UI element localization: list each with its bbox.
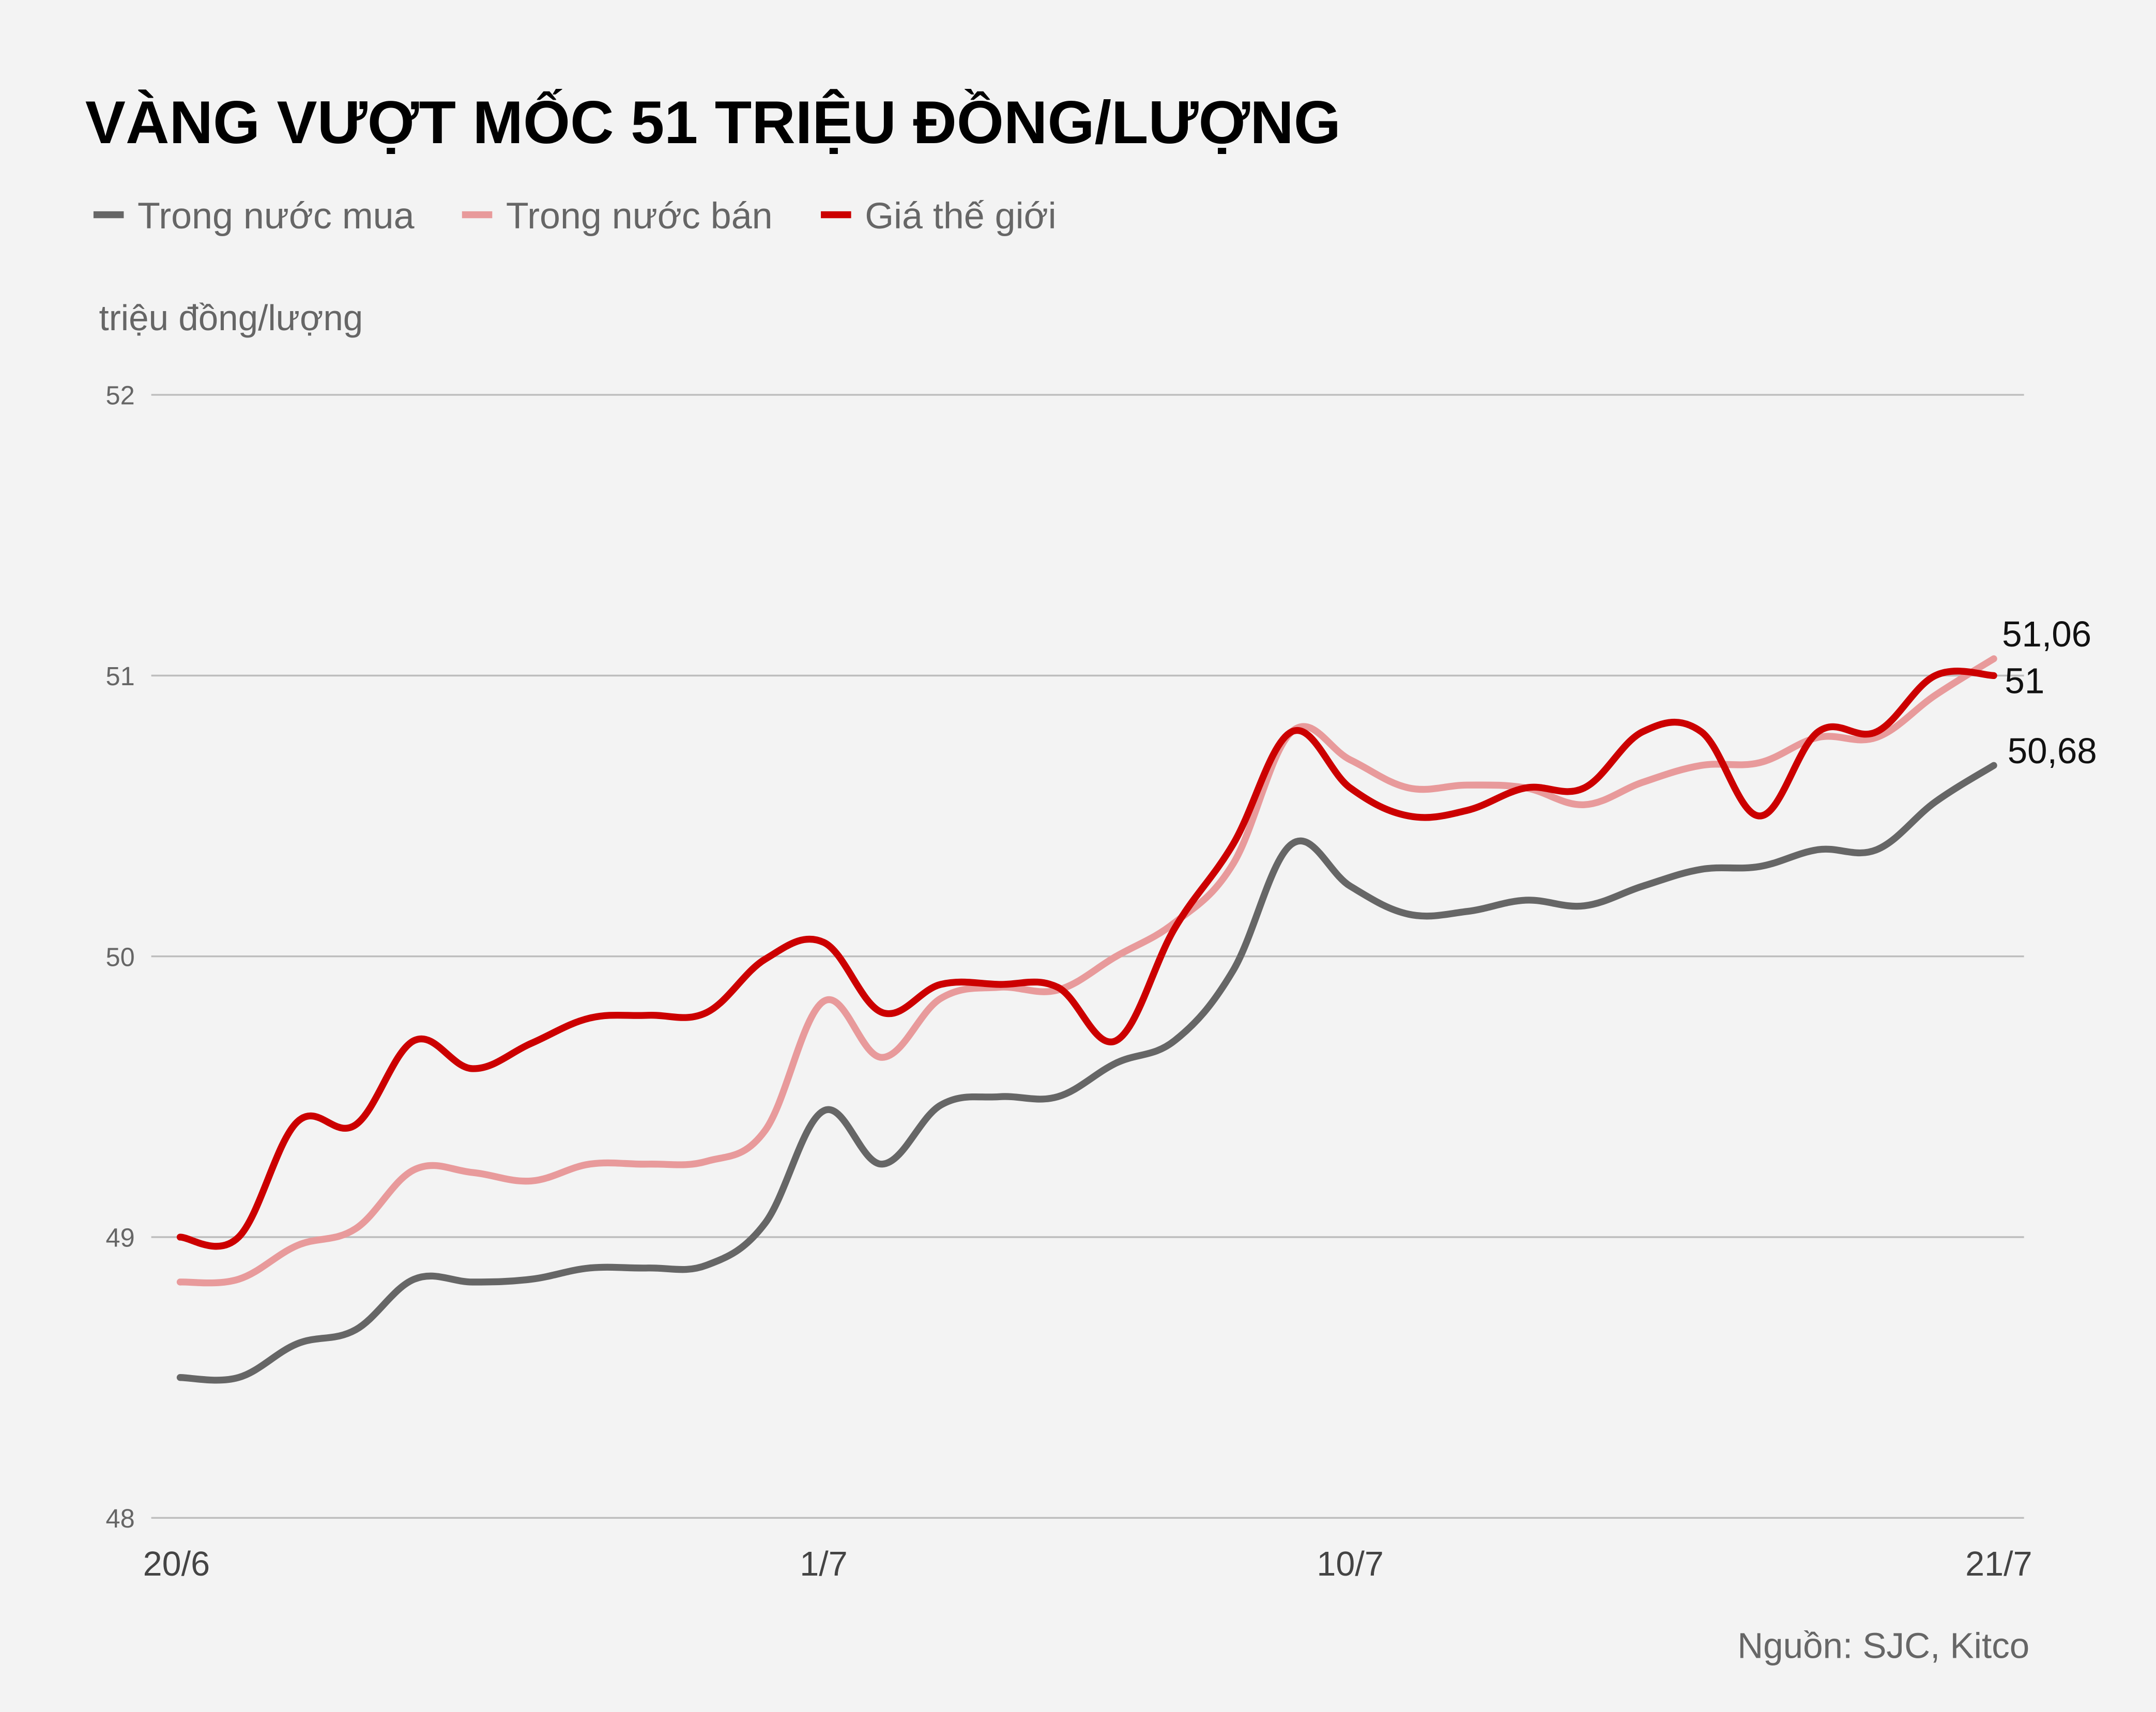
series-lines — [176, 655, 1997, 1384]
x-tick-label: 21/7 — [1965, 1545, 2032, 1583]
gridlines — [151, 394, 2024, 1519]
end-value-label: 51 — [2005, 660, 2044, 701]
y-tick-label: 49 — [105, 1223, 134, 1253]
series-line-gia-the-gioi — [176, 668, 1997, 1250]
end-value-label: 51,06 — [2002, 614, 2091, 654]
x-tick-label: 1/7 — [800, 1545, 847, 1583]
legend: Trong nước mua Trong nước bán Giá thế gi… — [93, 195, 1057, 237]
y-tick-label: 51 — [105, 661, 134, 691]
legend-label-ban: Trong nước bán — [506, 195, 773, 237]
y-tick-label: 52 — [105, 381, 134, 410]
source-note: Nguồn: SJC, Kitco — [1737, 1626, 2029, 1666]
legend-label-the-gioi: Giá thế giới — [865, 195, 1056, 237]
x-tick-label: 20/6 — [143, 1545, 210, 1583]
chart-title: VÀNG VƯỢT MỐC 51 TRIỆU ĐỒNG/LƯỢNG — [85, 88, 1341, 156]
y-tick-label: 50 — [105, 942, 134, 971]
series-line-trong-nuoc-mua — [176, 762, 1997, 1384]
x-tick-label: 10/7 — [1317, 1545, 1383, 1583]
legend-label-mua: Trong nước mua — [137, 195, 415, 237]
y-axis-unit: triệu đồng/lượng — [99, 298, 363, 338]
y-ticks: 48 49 50 51 52 — [105, 381, 134, 1533]
y-tick-label: 48 — [105, 1504, 134, 1533]
series-line-trong-nuoc-ban — [176, 655, 1997, 1287]
end-labels: 50,68 51,06 51 — [2002, 614, 2097, 771]
x-ticks: 20/6 1/7 10/7 21/7 — [143, 1545, 2032, 1583]
end-value-label: 50,68 — [2008, 731, 2097, 771]
